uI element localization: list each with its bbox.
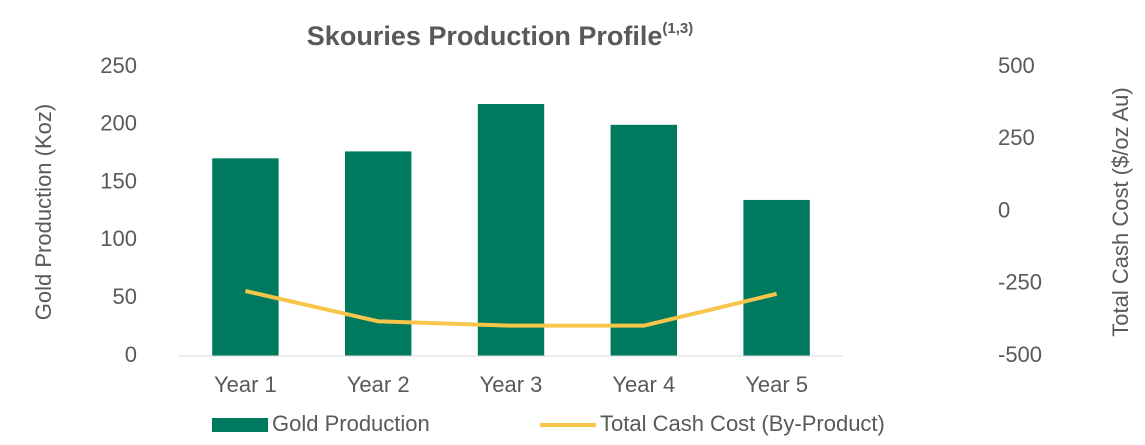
legend-label: Gold Production (272, 411, 430, 436)
chart-title: Skouries Production Profile(1,3) (307, 20, 693, 51)
y-tick-label: 100 (100, 226, 137, 251)
y-tick-label: 250 (100, 53, 137, 78)
y2-tick-label: 500 (998, 53, 1035, 78)
x-tick-label: Year 5 (745, 372, 808, 397)
x-tick-label: Year 4 (612, 372, 675, 397)
x-tick-label: Year 1 (214, 372, 277, 397)
y-tick-label: 150 (100, 168, 137, 193)
legend-swatch (212, 418, 268, 432)
x-tick-label: Year 3 (480, 372, 543, 397)
bar (610, 124, 677, 356)
bar (743, 199, 810, 356)
y2-axis-title: Total Cash Cost ($/oz Au) (1108, 87, 1133, 336)
y-tick-label: 0 (125, 342, 137, 367)
y-axis-title: Gold Production (Koz) (31, 104, 56, 320)
title-text: Skouries Production Profile (307, 21, 663, 51)
x-tick-label: Year 2 (347, 372, 410, 397)
y-tick-label: 200 (100, 111, 137, 136)
y2-tick-label: 250 (998, 125, 1035, 150)
y2-tick-label: 0 (998, 197, 1010, 222)
bar (212, 158, 279, 356)
y2-tick-label: -500 (998, 342, 1042, 367)
y-tick-label: 50 (113, 284, 137, 309)
legend-label: Total Cash Cost (By-Product) (600, 411, 885, 436)
title-note: (1,3) (662, 20, 693, 37)
y2-tick-label: -250 (998, 270, 1042, 295)
line-series (244, 289, 778, 328)
bar (477, 103, 545, 356)
bar (345, 151, 412, 356)
